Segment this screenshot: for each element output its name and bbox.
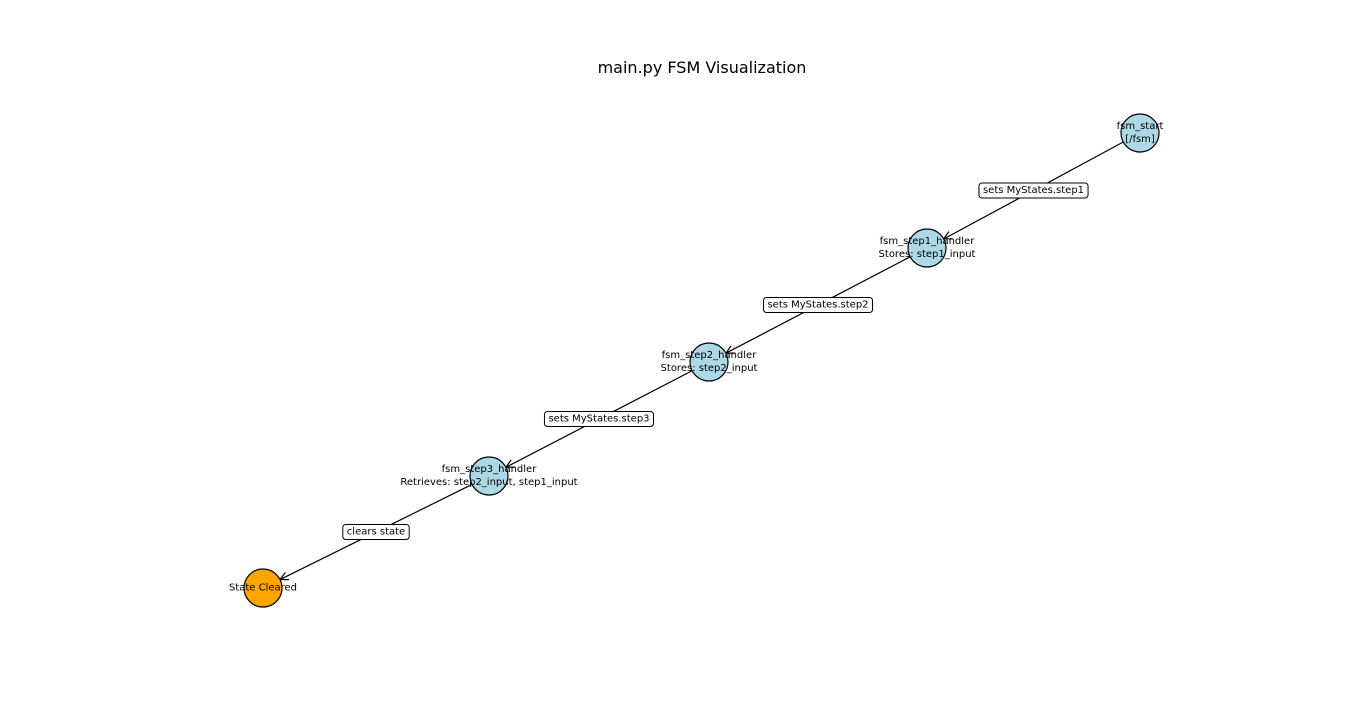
node-circle bbox=[1120, 113, 1160, 153]
node-fsm_step1_handler: fsm_step1_handler Stores: step1_input bbox=[879, 228, 976, 268]
node-fsm_step2_handler: fsm_step2_handler Stores: step2_input bbox=[661, 342, 758, 382]
node-label: Retrieves: step2_input, step1_input bbox=[400, 477, 577, 488]
edge-label-box bbox=[543, 411, 655, 427]
node-fsm_step3_handler: fsm_step3_handler Retrieves: step2_input,… bbox=[400, 456, 578, 496]
node-circle bbox=[469, 456, 509, 496]
edge-label: clears state bbox=[342, 524, 410, 540]
edge-label: sets MyStates.step2 bbox=[762, 297, 874, 313]
node-fsm_start: fsm_start [/fsm] bbox=[1117, 113, 1164, 153]
node-label: State Cleared bbox=[229, 583, 297, 594]
node-label: [/fsm] bbox=[1125, 134, 1155, 145]
node-label: fsm_step1_handler bbox=[880, 236, 976, 247]
node-label: fsm_step3_handler bbox=[442, 464, 538, 475]
node-label: Stores: step1_input bbox=[879, 249, 976, 260]
edge-fsm_start-to-fsm_step1_handler: sets MyStates.step1 bbox=[942, 141, 1124, 240]
node-circle bbox=[243, 568, 283, 608]
edge-label-box bbox=[978, 182, 1089, 199]
edge-fsm_step3_handler-to-state_cleared: clears state bbox=[278, 483, 473, 581]
node-label: Stores: step2_input bbox=[661, 363, 758, 374]
node-circle bbox=[689, 342, 729, 382]
edge-label-box bbox=[342, 524, 410, 540]
node-state_cleared: State Cleared bbox=[229, 568, 297, 608]
node-circle bbox=[907, 228, 947, 268]
edge-label: sets MyStates.step1 bbox=[978, 182, 1089, 199]
edge-label-box bbox=[762, 297, 874, 313]
edge-fsm_step1_handler-to-fsm_step2_handler: sets MyStates.step2 bbox=[724, 256, 911, 354]
edge-label-text: sets MyStates.step1 bbox=[983, 185, 1084, 196]
node-label: fsm_start bbox=[1117, 121, 1164, 132]
node-label: fsm_step2_handler bbox=[662, 350, 758, 361]
edge-label-text: sets MyStates.step2 bbox=[767, 300, 868, 311]
edge-label-text: clears state bbox=[347, 527, 405, 538]
edge-label: sets MyStates.step3 bbox=[543, 411, 655, 427]
diagram-title: main.py FSM Visualization bbox=[597, 58, 807, 77]
edge-label-text: sets MyStates.step3 bbox=[548, 414, 649, 425]
edge-fsm_step2_handler-to-fsm_step3_handler: sets MyStates.step3 bbox=[504, 370, 693, 468]
